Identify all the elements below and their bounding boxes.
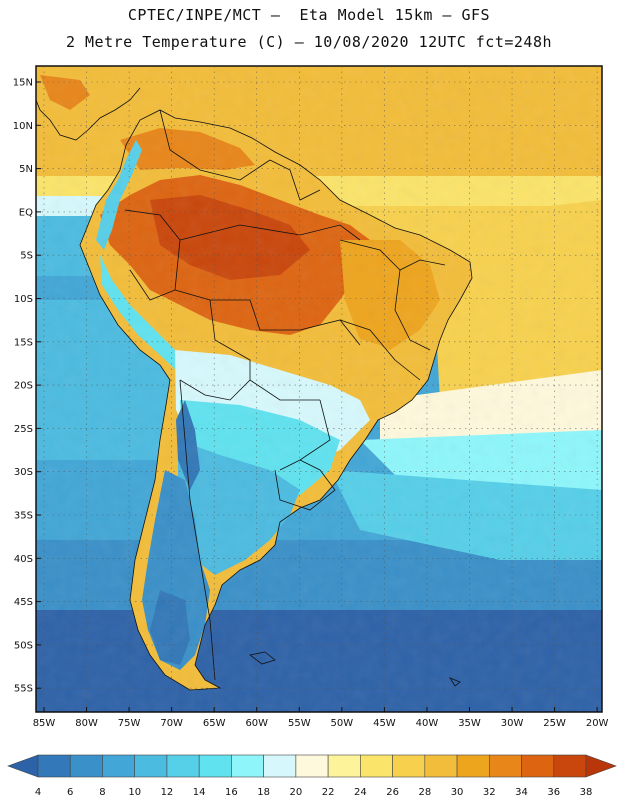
colorbar-swatch bbox=[553, 754, 587, 778]
colorbar-swatch bbox=[37, 754, 71, 778]
colorbar-label: 38 bbox=[580, 787, 593, 798]
colorbar-label: 26 bbox=[386, 787, 399, 798]
colorbar bbox=[7, 754, 617, 778]
lon-label: 75W bbox=[118, 718, 141, 729]
colorbar-swatch bbox=[392, 754, 426, 778]
lat-label: 15S bbox=[14, 337, 33, 348]
colorbar-label: 10 bbox=[128, 787, 141, 798]
colorbar-swatch bbox=[360, 754, 393, 778]
lat-label: 5N bbox=[19, 164, 33, 175]
colorbar-swatch bbox=[231, 754, 264, 778]
lat-label: 25S bbox=[14, 424, 33, 435]
lat-label: 15N bbox=[13, 78, 33, 89]
map-title-line2: 2 Metre Temperature (C) – 10/08/2020 12U… bbox=[65, 33, 553, 51]
longitude-labels: 85W 80W 75W 70W 65W 60W 55W 50W 45W 40W 35W 30W 25W 2… bbox=[33, 718, 609, 729]
lat-label: 10S bbox=[14, 294, 33, 305]
lon-label: 80W bbox=[75, 718, 98, 729]
colorbar-swatch bbox=[102, 754, 136, 778]
lon-label: 60W bbox=[245, 718, 268, 729]
colorbar-min-arrow bbox=[7, 754, 39, 778]
colorbar-label: 22 bbox=[322, 787, 335, 798]
colorbar-label: 34 bbox=[515, 787, 528, 798]
colorbar-label: 12 bbox=[161, 787, 174, 798]
colorbar-swatch bbox=[134, 754, 168, 778]
map-frame bbox=[35, 65, 603, 713]
colorbar-label: 30 bbox=[451, 787, 464, 798]
colorbar-label: 36 bbox=[547, 787, 560, 798]
colorbar-swatch bbox=[456, 754, 490, 778]
lon-label: 25W bbox=[543, 718, 566, 729]
colorbar-swatch bbox=[327, 754, 361, 778]
borders bbox=[36, 87, 473, 691]
lat-label: 5S bbox=[20, 251, 33, 262]
lon-label: 30W bbox=[501, 718, 524, 729]
lat-label: 55S bbox=[14, 684, 33, 695]
lon-label: 20W bbox=[586, 718, 609, 729]
lon-label: 55W bbox=[288, 718, 311, 729]
lat-label: 20S bbox=[14, 381, 33, 392]
colorbar-label: 20 bbox=[290, 787, 303, 798]
lon-label: 50W bbox=[331, 718, 354, 729]
colorbar-max-arrow bbox=[585, 754, 617, 778]
colorbar-label: 6 bbox=[67, 787, 73, 798]
lat-label: 40S bbox=[14, 554, 33, 565]
colorbar-swatch bbox=[424, 754, 458, 778]
lat-label: 50S bbox=[14, 640, 33, 651]
latitude-labels: 15N 10N 5N EQ 5S 10S 15S 20S 25S 30S 35S 40S 45S 50S 5… bbox=[13, 78, 33, 695]
colorbar-label: 24 bbox=[354, 787, 367, 798]
colorbar-label: 4 bbox=[35, 787, 41, 798]
colorbar-label: 8 bbox=[99, 787, 105, 798]
colorbar-swatch bbox=[295, 754, 329, 778]
colorbar-swatch bbox=[488, 754, 522, 778]
lat-label: 35S bbox=[14, 511, 33, 522]
colorbar-labels: 4 6 8 10 12 14 16 18 20 22 24 26 28 30 32 34 36 38 bbox=[35, 787, 593, 798]
colorbar-swatch bbox=[69, 754, 103, 778]
graticule bbox=[36, 66, 602, 712]
colorbar-label: 16 bbox=[225, 787, 238, 798]
colorbar-swatch bbox=[521, 754, 555, 778]
lon-label: 40W bbox=[416, 718, 439, 729]
texture-overlay bbox=[36, 66, 602, 712]
lat-label: 45S bbox=[14, 597, 33, 608]
colorbar-label: 14 bbox=[193, 787, 206, 798]
lon-label: 70W bbox=[160, 718, 183, 729]
lon-label: 45W bbox=[373, 718, 396, 729]
colorbar-swatch bbox=[166, 754, 200, 778]
map-title-line1: CPTEC/INPE/MCT – Eta Model 15km – GFS bbox=[127, 6, 491, 24]
lat-label: 30S bbox=[14, 467, 33, 478]
lon-label: 85W bbox=[33, 718, 56, 729]
lat-label: 10N bbox=[13, 121, 33, 132]
lat-label: EQ bbox=[19, 207, 33, 218]
colorbar-label: 28 bbox=[418, 787, 431, 798]
colorbar-swatch bbox=[198, 754, 232, 778]
colorbar-label: 32 bbox=[483, 787, 496, 798]
lon-label: 65W bbox=[203, 718, 226, 729]
colorbar-swatch bbox=[263, 754, 297, 778]
field-layer bbox=[36, 66, 602, 712]
lon-label: 35W bbox=[458, 718, 481, 729]
colorbar-label: 18 bbox=[257, 787, 270, 798]
